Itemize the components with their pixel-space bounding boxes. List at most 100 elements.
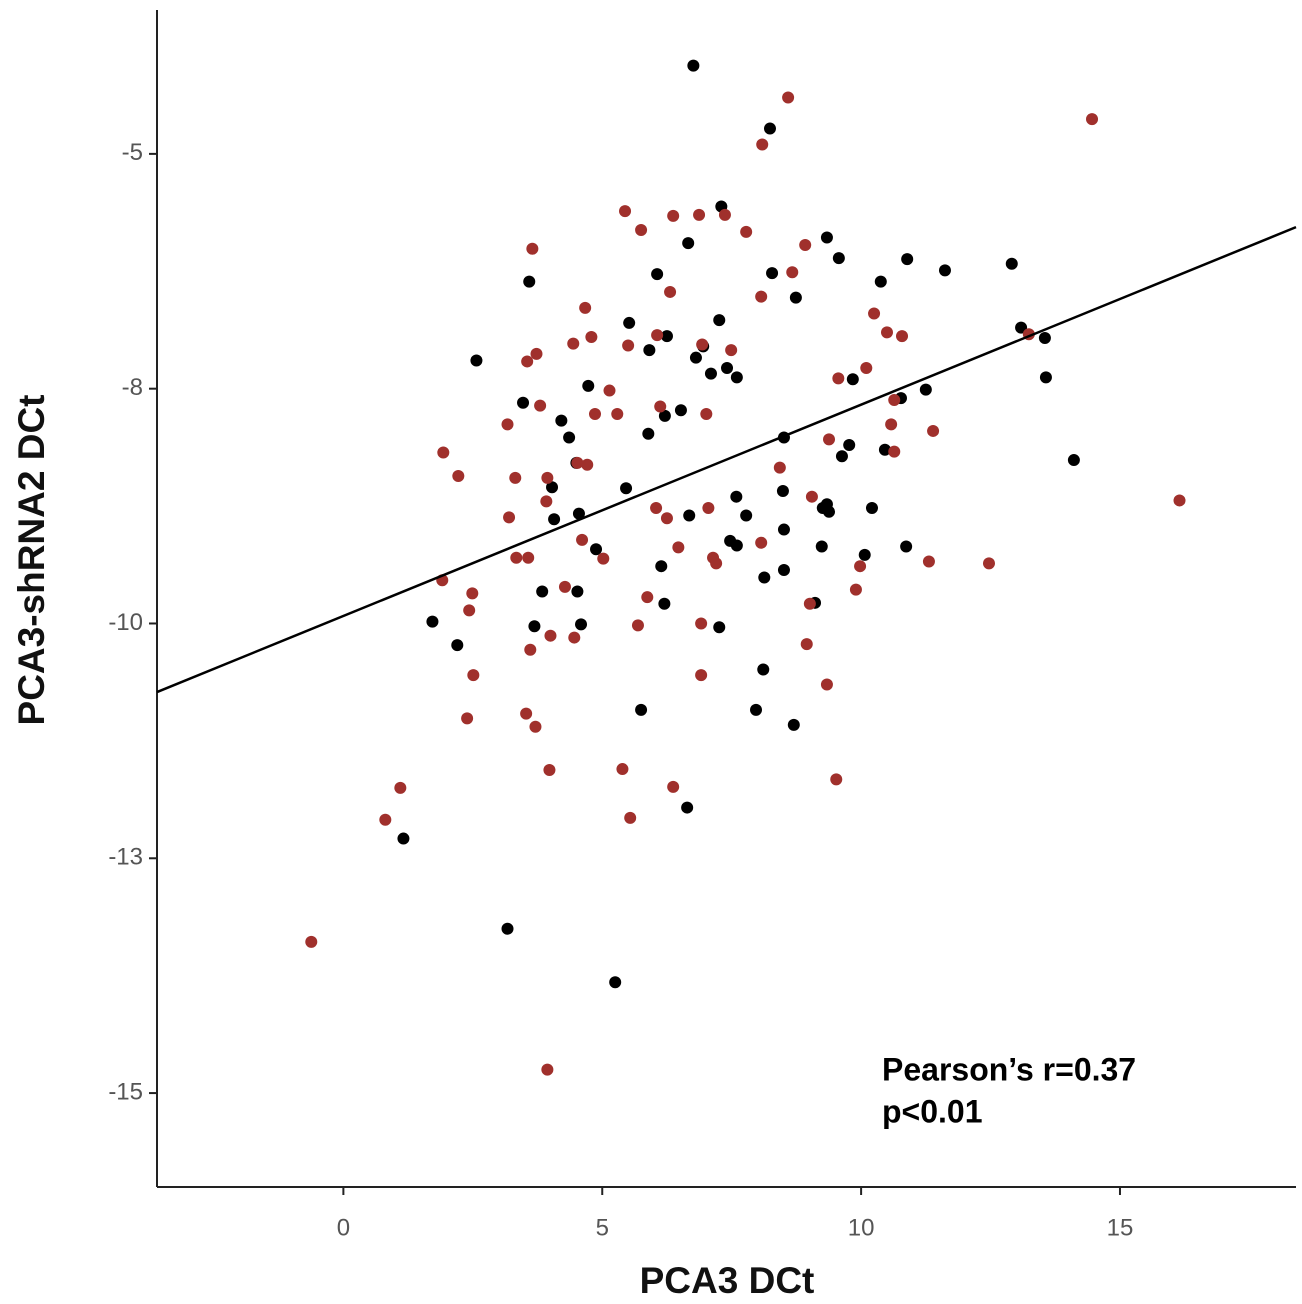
- point: [682, 237, 695, 250]
- point: [874, 275, 887, 288]
- point: [922, 555, 935, 568]
- point: [660, 512, 673, 525]
- point: [635, 703, 648, 716]
- point: [571, 456, 584, 469]
- point: [575, 618, 588, 631]
- point: [571, 585, 584, 598]
- point: [452, 470, 465, 483]
- point: [461, 712, 474, 725]
- point: [544, 629, 557, 642]
- point: [696, 338, 709, 351]
- point: [687, 59, 700, 72]
- point: [758, 571, 771, 584]
- point: [849, 583, 862, 596]
- point: [660, 330, 673, 343]
- point: [536, 585, 549, 598]
- point: [800, 638, 813, 651]
- point: [609, 976, 622, 989]
- point: [938, 264, 951, 277]
- point: [650, 501, 663, 514]
- point: [681, 801, 694, 814]
- annotation: p<0.01: [882, 1093, 983, 1129]
- point: [651, 268, 664, 281]
- point: [674, 404, 687, 417]
- point: [517, 396, 530, 409]
- annotation: Pearson’s r=0.37: [882, 1051, 1136, 1087]
- point: [919, 383, 932, 396]
- point: [510, 551, 523, 564]
- point: [590, 543, 603, 556]
- point: [1005, 257, 1018, 270]
- point: [786, 266, 799, 279]
- point: [524, 643, 537, 656]
- point: [501, 418, 514, 431]
- point: [832, 372, 845, 385]
- point: [543, 763, 556, 776]
- point: [643, 344, 656, 357]
- point: [623, 316, 636, 329]
- point: [576, 533, 589, 546]
- x-tick-label: 0: [337, 1214, 350, 1241]
- point: [843, 439, 856, 452]
- point: [672, 541, 685, 554]
- point: [700, 408, 713, 421]
- point: [503, 511, 516, 524]
- y-tick-label: -10: [108, 609, 143, 636]
- point: [865, 501, 878, 514]
- point: [787, 718, 800, 731]
- y-axis-title: PCA3-shRNA2 DCt: [11, 395, 52, 726]
- point: [521, 355, 534, 368]
- point: [582, 379, 595, 392]
- point: [868, 307, 881, 320]
- point: [463, 604, 476, 617]
- point: [619, 205, 632, 218]
- point: [470, 354, 483, 367]
- point: [540, 495, 553, 508]
- x-tick-label: 5: [596, 1214, 609, 1241]
- point: [466, 587, 479, 600]
- point: [603, 384, 616, 397]
- point: [579, 301, 592, 314]
- point: [835, 450, 848, 463]
- point: [725, 344, 738, 357]
- point: [702, 501, 715, 514]
- point: [730, 371, 743, 384]
- point: [526, 242, 539, 255]
- point: [896, 330, 909, 343]
- point: [710, 557, 723, 570]
- point: [860, 362, 873, 375]
- point: [820, 678, 833, 691]
- point: [467, 669, 480, 682]
- point: [858, 548, 871, 561]
- point: [530, 347, 543, 360]
- point: [616, 763, 629, 776]
- point: [900, 540, 913, 553]
- point: [823, 433, 836, 446]
- point: [658, 409, 671, 422]
- point: [846, 373, 859, 386]
- point: [558, 580, 571, 593]
- point: [597, 552, 610, 565]
- fit-line: [156, 225, 1297, 694]
- point: [631, 619, 644, 632]
- point: [563, 431, 576, 444]
- point: [379, 813, 392, 826]
- point: [777, 563, 790, 576]
- point: [730, 539, 743, 552]
- point: [509, 471, 522, 484]
- point: [782, 91, 795, 104]
- point: [1086, 113, 1099, 126]
- point: [718, 208, 731, 221]
- point: [927, 424, 940, 437]
- point: [740, 509, 753, 522]
- point: [546, 481, 559, 494]
- point: [534, 399, 547, 412]
- point: [451, 639, 464, 652]
- point: [789, 291, 802, 304]
- point: [1038, 331, 1051, 344]
- point: [501, 922, 514, 935]
- point: [880, 326, 893, 339]
- point: [823, 505, 836, 518]
- point: [667, 780, 680, 793]
